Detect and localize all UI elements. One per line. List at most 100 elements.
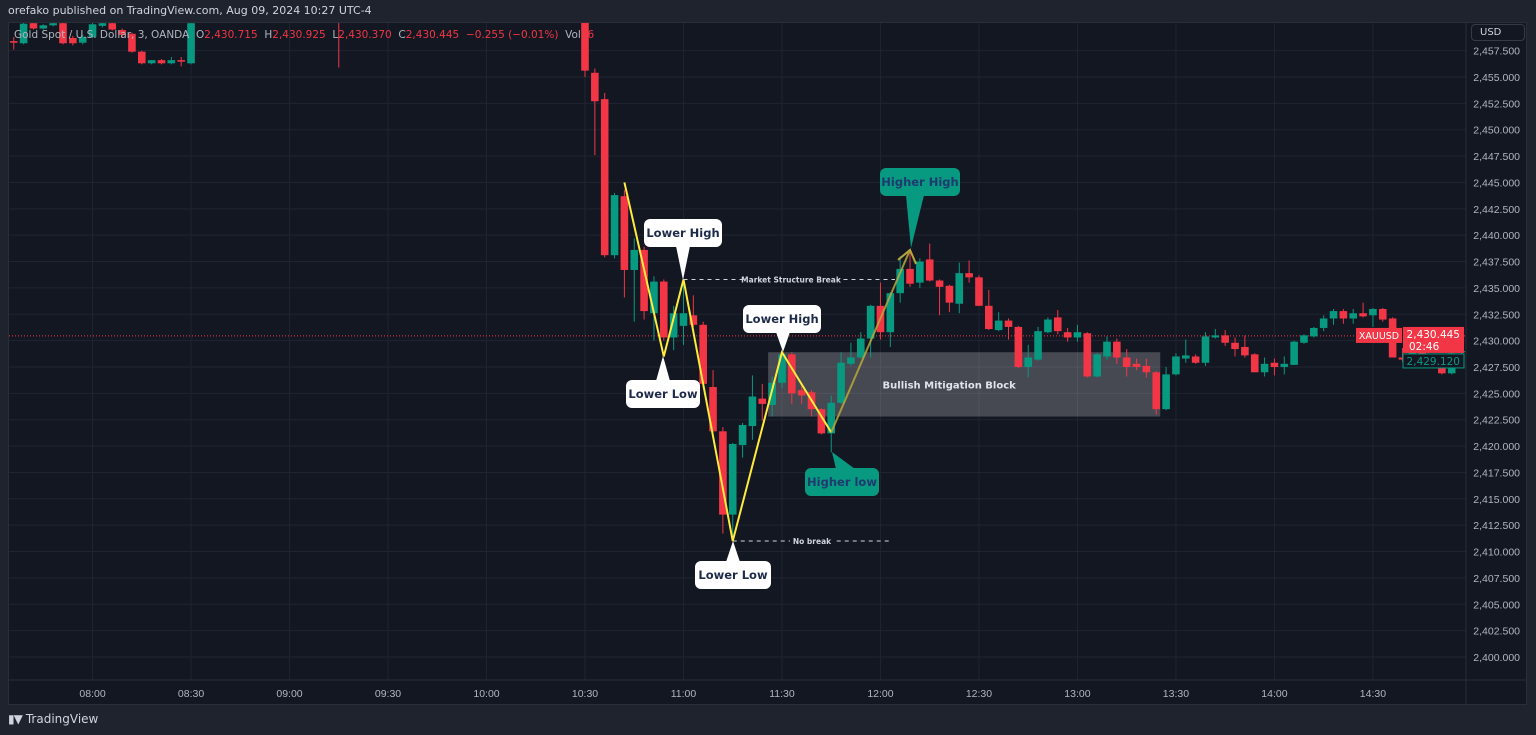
zigzag-line[interactable] xyxy=(623,182,833,542)
candle-bearish[interactable] xyxy=(659,279,668,341)
candle-bearish[interactable] xyxy=(1231,337,1239,357)
candle-bullish[interactable] xyxy=(1201,332,1210,366)
candle-bearish[interactable] xyxy=(137,50,146,65)
candle-bullish[interactable] xyxy=(916,258,924,288)
candle-bearish[interactable] xyxy=(177,56,185,67)
candle-bearish[interactable] xyxy=(758,383,767,421)
candle-bearish[interactable] xyxy=(1063,327,1072,342)
candle-bullish[interactable] xyxy=(778,352,786,389)
candle-bullish[interactable] xyxy=(886,292,895,347)
candle-bullish[interactable] xyxy=(1103,336,1111,360)
candle-bullish[interactable] xyxy=(49,20,57,27)
zigzag-line-higher-high[interactable] xyxy=(830,249,911,433)
candle-bearish[interactable] xyxy=(1270,358,1279,376)
candle-bearish[interactable] xyxy=(1221,330,1229,346)
callout-lower-high-1[interactable]: Lower High xyxy=(644,219,722,280)
candle-bullish[interactable] xyxy=(167,56,176,65)
candle-bullish[interactable] xyxy=(19,22,28,45)
candle-bullish[interactable] xyxy=(1300,334,1308,344)
candle-bearish[interactable] xyxy=(1152,371,1161,415)
candle-bearish[interactable] xyxy=(1083,332,1092,378)
callout-lower-low-2[interactable]: Lower Low xyxy=(695,541,771,589)
candle-bullish[interactable] xyxy=(1044,317,1052,334)
candle-bearish[interactable] xyxy=(1191,354,1200,364)
candle-bearish[interactable] xyxy=(1142,358,1151,378)
candle-bullish[interactable] xyxy=(147,60,156,65)
candle-bearish[interactable] xyxy=(925,243,934,282)
candle-bullish[interactable] xyxy=(1260,357,1269,377)
candle-bullish[interactable] xyxy=(1181,339,1190,363)
footer-branding[interactable]: ▮▼ TradingView xyxy=(8,712,98,726)
candle-bullish[interactable] xyxy=(856,332,865,359)
candle-bullish[interactable] xyxy=(738,422,747,458)
callout-higher-high[interactable]: Higher High xyxy=(880,168,960,248)
candle-bearish[interactable] xyxy=(975,275,983,306)
candle-bearish[interactable] xyxy=(1113,338,1121,364)
callout-lower-low-1[interactable]: Lower Low xyxy=(626,356,700,408)
candle-bearish[interactable] xyxy=(1053,310,1062,335)
candle-bullish[interactable] xyxy=(610,192,619,259)
candle-bullish[interactable] xyxy=(1034,326,1042,361)
candle-bullish[interactable] xyxy=(748,375,757,440)
candle-bullish[interactable] xyxy=(39,24,48,30)
candle-bullish[interactable] xyxy=(98,21,107,28)
candle-bullish[interactable] xyxy=(827,395,836,453)
candle-bearish[interactable] xyxy=(118,28,126,38)
candle-bullish[interactable] xyxy=(669,305,678,351)
candle-bullish[interactable] xyxy=(1024,344,1033,378)
candle-bearish[interactable] xyxy=(581,0,589,77)
candle-bearish[interactable] xyxy=(620,189,629,298)
candle-bullish[interactable] xyxy=(896,256,904,303)
candle-bearish[interactable] xyxy=(1132,358,1141,371)
candle-bearish[interactable] xyxy=(985,290,993,331)
candle-bullish[interactable] xyxy=(837,352,845,404)
candle-bearish[interactable] xyxy=(719,427,727,534)
candle-bearish[interactable] xyxy=(788,352,796,404)
candle-bearish[interactable] xyxy=(965,260,973,283)
candle-bullish[interactable] xyxy=(630,238,639,322)
candle-bullish[interactable] xyxy=(1329,308,1338,325)
candle-bearish[interactable] xyxy=(1359,302,1367,318)
callout-higher-low[interactable]: Higher low xyxy=(805,452,879,496)
candle-bullish[interactable] xyxy=(1369,307,1377,327)
candle-bearish[interactable] xyxy=(1122,349,1131,377)
candle-bullish[interactable] xyxy=(1162,366,1170,411)
candle-bullish[interactable] xyxy=(994,312,1003,332)
symbol-name[interactable]: Gold Spot / U.S. Dollar, 3, OANDA xyxy=(14,29,190,41)
candle-bullish[interactable] xyxy=(1319,315,1328,332)
candle-bullish[interactable] xyxy=(1172,353,1180,376)
candle-bearish[interactable] xyxy=(1241,335,1249,358)
candle-bullish[interactable] xyxy=(955,262,964,314)
candle-bullish[interactable] xyxy=(187,19,195,65)
candle-bullish[interactable] xyxy=(679,281,688,345)
candle-bearish[interactable] xyxy=(591,68,599,156)
candle-bullish[interactable] xyxy=(78,34,87,45)
candle-bullish[interactable] xyxy=(1073,324,1082,342)
candle-bullish[interactable] xyxy=(866,304,875,358)
candle-bearish[interactable] xyxy=(600,92,609,258)
candle-bullish[interactable] xyxy=(728,442,737,541)
candle-bullish[interactable] xyxy=(1310,326,1318,338)
candle-bearish[interactable] xyxy=(640,246,648,320)
candle-bearish[interactable] xyxy=(906,249,914,287)
candle-bearish[interactable] xyxy=(1398,348,1407,362)
candle-bearish[interactable] xyxy=(1004,318,1013,340)
candle-bearish[interactable] xyxy=(935,279,944,316)
candle-bearish[interactable] xyxy=(709,370,717,433)
candle-bearish[interactable] xyxy=(69,35,77,46)
candle-bearish[interactable] xyxy=(29,21,38,30)
candle-bearish[interactable] xyxy=(1014,325,1023,369)
candle-bearish[interactable] xyxy=(817,408,826,435)
candle-bullish[interactable] xyxy=(1093,353,1101,378)
candle-bearish[interactable] xyxy=(128,32,136,53)
candle-bearish[interactable] xyxy=(699,321,707,389)
candle-bearish[interactable] xyxy=(1378,307,1387,322)
candle-bearish[interactable] xyxy=(797,382,806,404)
candle-bullish[interactable] xyxy=(1211,329,1220,339)
candle-bullish[interactable] xyxy=(88,19,97,38)
candle-bullish[interactable] xyxy=(1290,340,1298,365)
candle-bearish[interactable] xyxy=(157,59,166,65)
candle-bearish[interactable] xyxy=(689,295,698,327)
candle-bullish[interactable] xyxy=(1280,356,1289,375)
